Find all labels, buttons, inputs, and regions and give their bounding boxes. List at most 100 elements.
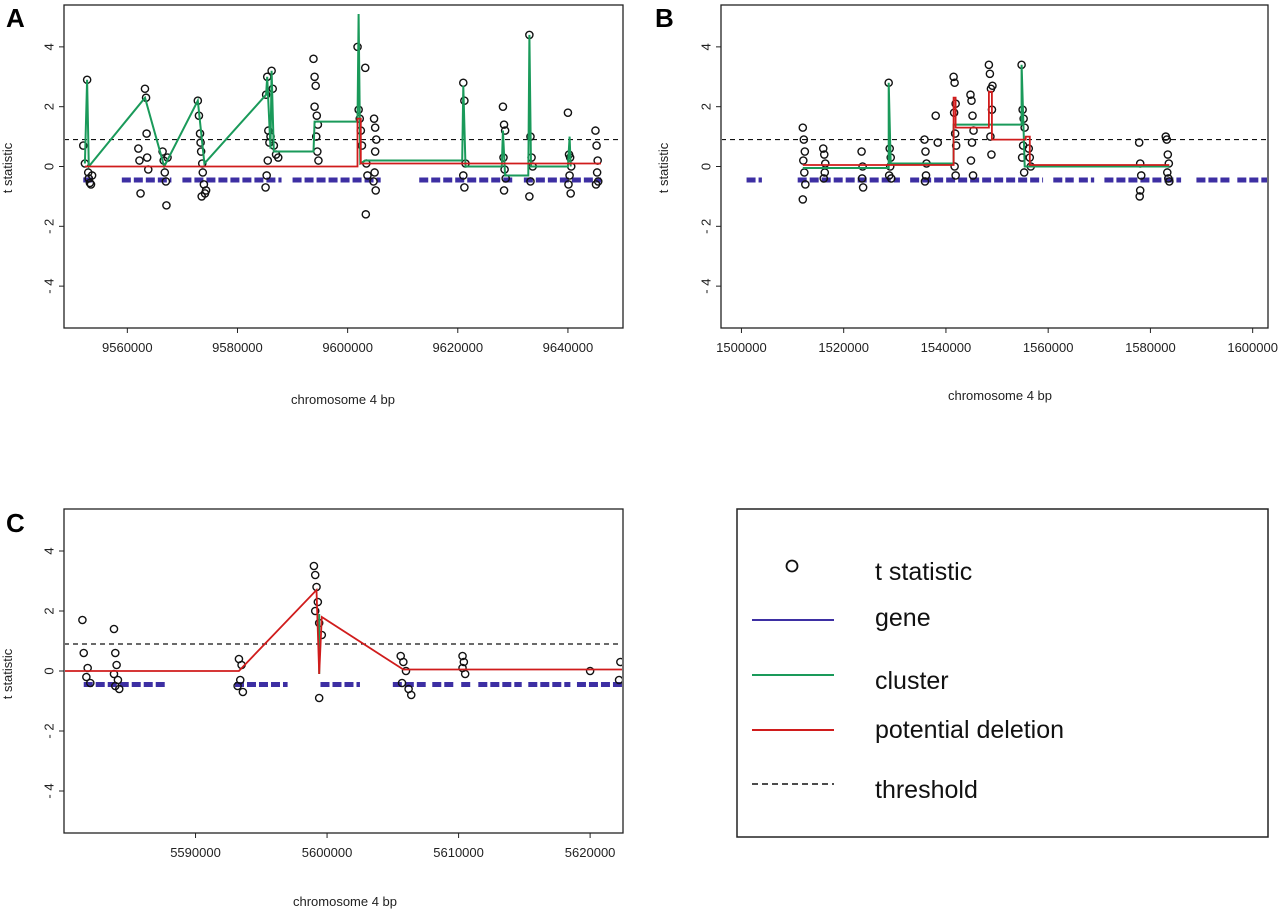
x-tick-label: 5590000: [170, 845, 221, 860]
data-point: [967, 96, 976, 106]
plot-data-layer: [65, 13, 622, 219]
data-point: [799, 135, 809, 144]
data-point: [799, 156, 808, 165]
data-point: [1162, 168, 1172, 177]
data-point: [1163, 150, 1173, 159]
y-tick-label: 4: [698, 43, 713, 50]
legend-box: [736, 508, 1269, 838]
data-point: [950, 162, 959, 171]
data-point: [1135, 192, 1144, 201]
data-point: [79, 648, 89, 658]
data-point: [564, 180, 573, 189]
data-point: [1165, 177, 1174, 186]
y-tick-label: - 4: [41, 783, 56, 798]
data-point: [162, 201, 171, 210]
data-point: [261, 183, 270, 192]
data-point: [949, 72, 958, 82]
data-point: [142, 153, 152, 162]
data-point: [988, 81, 997, 91]
data-point: [1134, 138, 1144, 147]
data-point: [921, 171, 931, 180]
deletion-line: [802, 90, 1170, 166]
panel-b-plot: 4 2 0 - 2 - 4 1500000 1520000 1540000 1560000 158…: [698, 4, 1278, 355]
data-point: [592, 141, 601, 150]
x-tick-label: 1520000: [818, 340, 869, 355]
data-point: [158, 147, 167, 156]
plot-data-layer: [65, 561, 622, 703]
y-tick-label: 2: [41, 103, 56, 110]
y-tick-label: 4: [41, 43, 56, 50]
data-point: [136, 189, 145, 198]
data-point: [858, 183, 868, 192]
data-point: [525, 192, 534, 201]
data-point: [563, 108, 573, 117]
legend-point-icon: [785, 559, 799, 573]
data-point: [458, 651, 467, 661]
data-point: [920, 135, 929, 144]
data-point: [311, 81, 320, 91]
data-point: [87, 171, 97, 180]
data-point: [85, 178, 95, 188]
panel-label-a: A: [6, 3, 25, 33]
x-tick-label: 9640000: [543, 340, 594, 355]
data-point: [310, 72, 319, 82]
x-tick-label: 1580000: [1125, 340, 1176, 355]
data-point: [82, 672, 91, 682]
data-point: [614, 675, 622, 685]
panel-c-ylabel: t statistic: [0, 648, 15, 699]
data-point: [966, 156, 976, 165]
data-point: [585, 666, 595, 676]
data-point: [800, 168, 809, 177]
y-tick-label: - 2: [698, 219, 713, 234]
x-tick-label: 9560000: [102, 340, 153, 355]
legend-label-threshold: threshold: [875, 776, 978, 804]
data-point: [499, 186, 509, 195]
data-point: [498, 102, 508, 111]
panel-a-xlabel: chromosome 4 bp: [291, 392, 395, 407]
x-tick-label: 9580000: [212, 340, 263, 355]
y-tick-label: - 2: [41, 723, 56, 738]
data-point: [566, 189, 575, 198]
data-point: [460, 669, 470, 679]
deletion-line: [84, 117, 601, 168]
data-point: [198, 168, 208, 177]
y-tick-label: 2: [41, 607, 56, 614]
y-tick-label: 0: [41, 667, 56, 674]
data-point: [1024, 144, 1034, 153]
data-point: [968, 171, 978, 180]
x-tick-label: 1540000: [921, 340, 972, 355]
data-point: [134, 144, 143, 153]
data-point: [459, 657, 469, 667]
panel-c: C t statistic chromosome 4 bp 4 2 0 - 2 - 4 5…: [0, 508, 624, 909]
data-point: [1020, 123, 1029, 132]
data-point: [310, 606, 320, 616]
data-point: [616, 657, 622, 667]
data-point: [592, 168, 602, 177]
x-tick-label: 5620000: [565, 845, 616, 860]
data-point: [968, 111, 977, 120]
data-point: [950, 78, 959, 88]
data-point: [369, 177, 378, 186]
data-point: [110, 648, 120, 658]
panel-a-plot: 4 2 0 - 2 - 4 9560000 9580000 9600000 9620000 964…: [41, 4, 624, 355]
panel-b: B t statistic chromosome 4 bp 4 2 0 - 2 - 4 1…: [655, 3, 1278, 403]
data-point: [931, 111, 941, 120]
panel-a: A t statistic chromosome 4 bp 4 2 0 - 2 - 4 9…: [0, 3, 624, 407]
data-point: [197, 192, 206, 201]
data-point: [460, 183, 469, 192]
data-point: [920, 177, 930, 186]
data-point: [363, 171, 372, 180]
data-point: [369, 114, 379, 123]
x-tick-label: 1560000: [1023, 340, 1074, 355]
data-point: [801, 180, 810, 189]
data-point: [458, 171, 468, 180]
data-point: [310, 102, 319, 111]
data-point: [201, 186, 211, 195]
data-point: [857, 174, 867, 183]
data-point: [114, 684, 124, 694]
x-tick-label: 1500000: [716, 340, 767, 355]
data-point: [458, 78, 468, 88]
legend-label-t-statistic: t statistic: [875, 558, 972, 586]
data-point: [135, 156, 144, 165]
data-point: [933, 138, 943, 147]
